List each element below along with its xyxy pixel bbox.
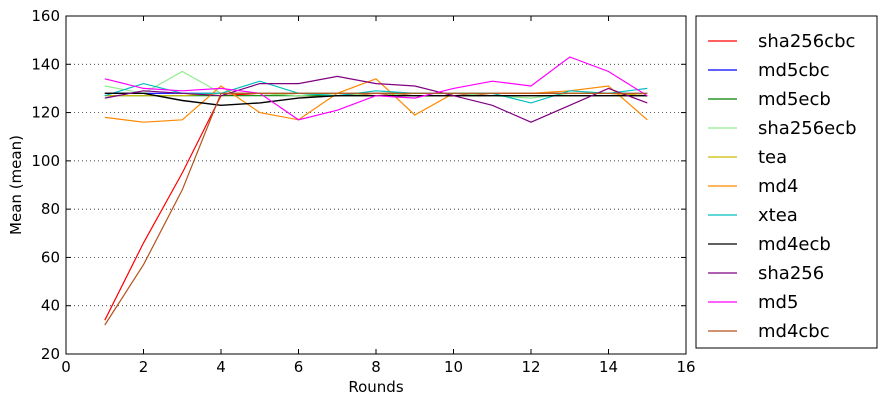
grid-lines [66, 63, 686, 307]
x-tick-label-5: 10 [444, 358, 463, 376]
plot-frame [65, 15, 687, 355]
x-tick-label-3: 6 [294, 358, 304, 376]
x-tick-label-2: 4 [216, 358, 226, 376]
legend-label-tea: tea [758, 147, 787, 168]
legend-label-md4: md4 [758, 176, 798, 197]
legend-label-sha256: sha256 [758, 263, 824, 284]
series-line-md5 [104, 56, 648, 121]
series-lines [104, 56, 648, 326]
y-tick-label-5: 120 [31, 104, 60, 122]
series-line-md4 [104, 78, 648, 123]
legend-label-md5cbc: md5cbc [758, 60, 830, 81]
x-axis-title: Rounds [348, 378, 403, 396]
y-tick-label-2: 60 [41, 248, 60, 266]
legend-frame [695, 15, 878, 349]
legend-label-md4cbc: md4cbc [758, 321, 830, 342]
y-tick-label-1: 40 [41, 297, 60, 315]
y-tick-label-3: 80 [41, 200, 60, 218]
legend-label-md5: md5 [758, 292, 798, 313]
y-tick-label-6: 140 [31, 55, 60, 73]
y-tick-label-4: 100 [31, 152, 60, 170]
series-line-md4cbc [104, 92, 648, 326]
y-tick-label-7: 160 [31, 7, 60, 25]
legend-label-xtea: xtea [758, 205, 798, 226]
x-tick-label-8: 16 [676, 358, 695, 376]
legend-label-md4ecb: md4ecb [758, 234, 831, 255]
y-axis-title: Mean (mean) [7, 135, 25, 235]
y-tick-label-0: 20 [41, 345, 60, 363]
legend-label-sha256cbc: sha256cbc [758, 31, 855, 52]
x-tick-label-6: 12 [521, 358, 540, 376]
series-line-sha256 [104, 75, 648, 123]
series-line-sha256cbc [104, 92, 648, 321]
legend-label-md5ecb: md5ecb [758, 89, 831, 110]
x-tick-label-1: 2 [139, 358, 149, 376]
x-tick-label-0: 0 [61, 358, 71, 376]
axis-ticks: 20 40 60 80 100 120 140 160 0 2 4 6 8 10 12 14 16 [31, 7, 695, 376]
legend-label-sha256ecb: sha256ecb [758, 118, 857, 139]
legend: sha256cbc md5cbc md5ecb sha256ecb tea md4 xtea… [695, 15, 878, 349]
x-tick-label-7: 14 [599, 358, 618, 376]
x-tick-label-4: 8 [371, 358, 381, 376]
series-line-xtea [104, 80, 648, 104]
